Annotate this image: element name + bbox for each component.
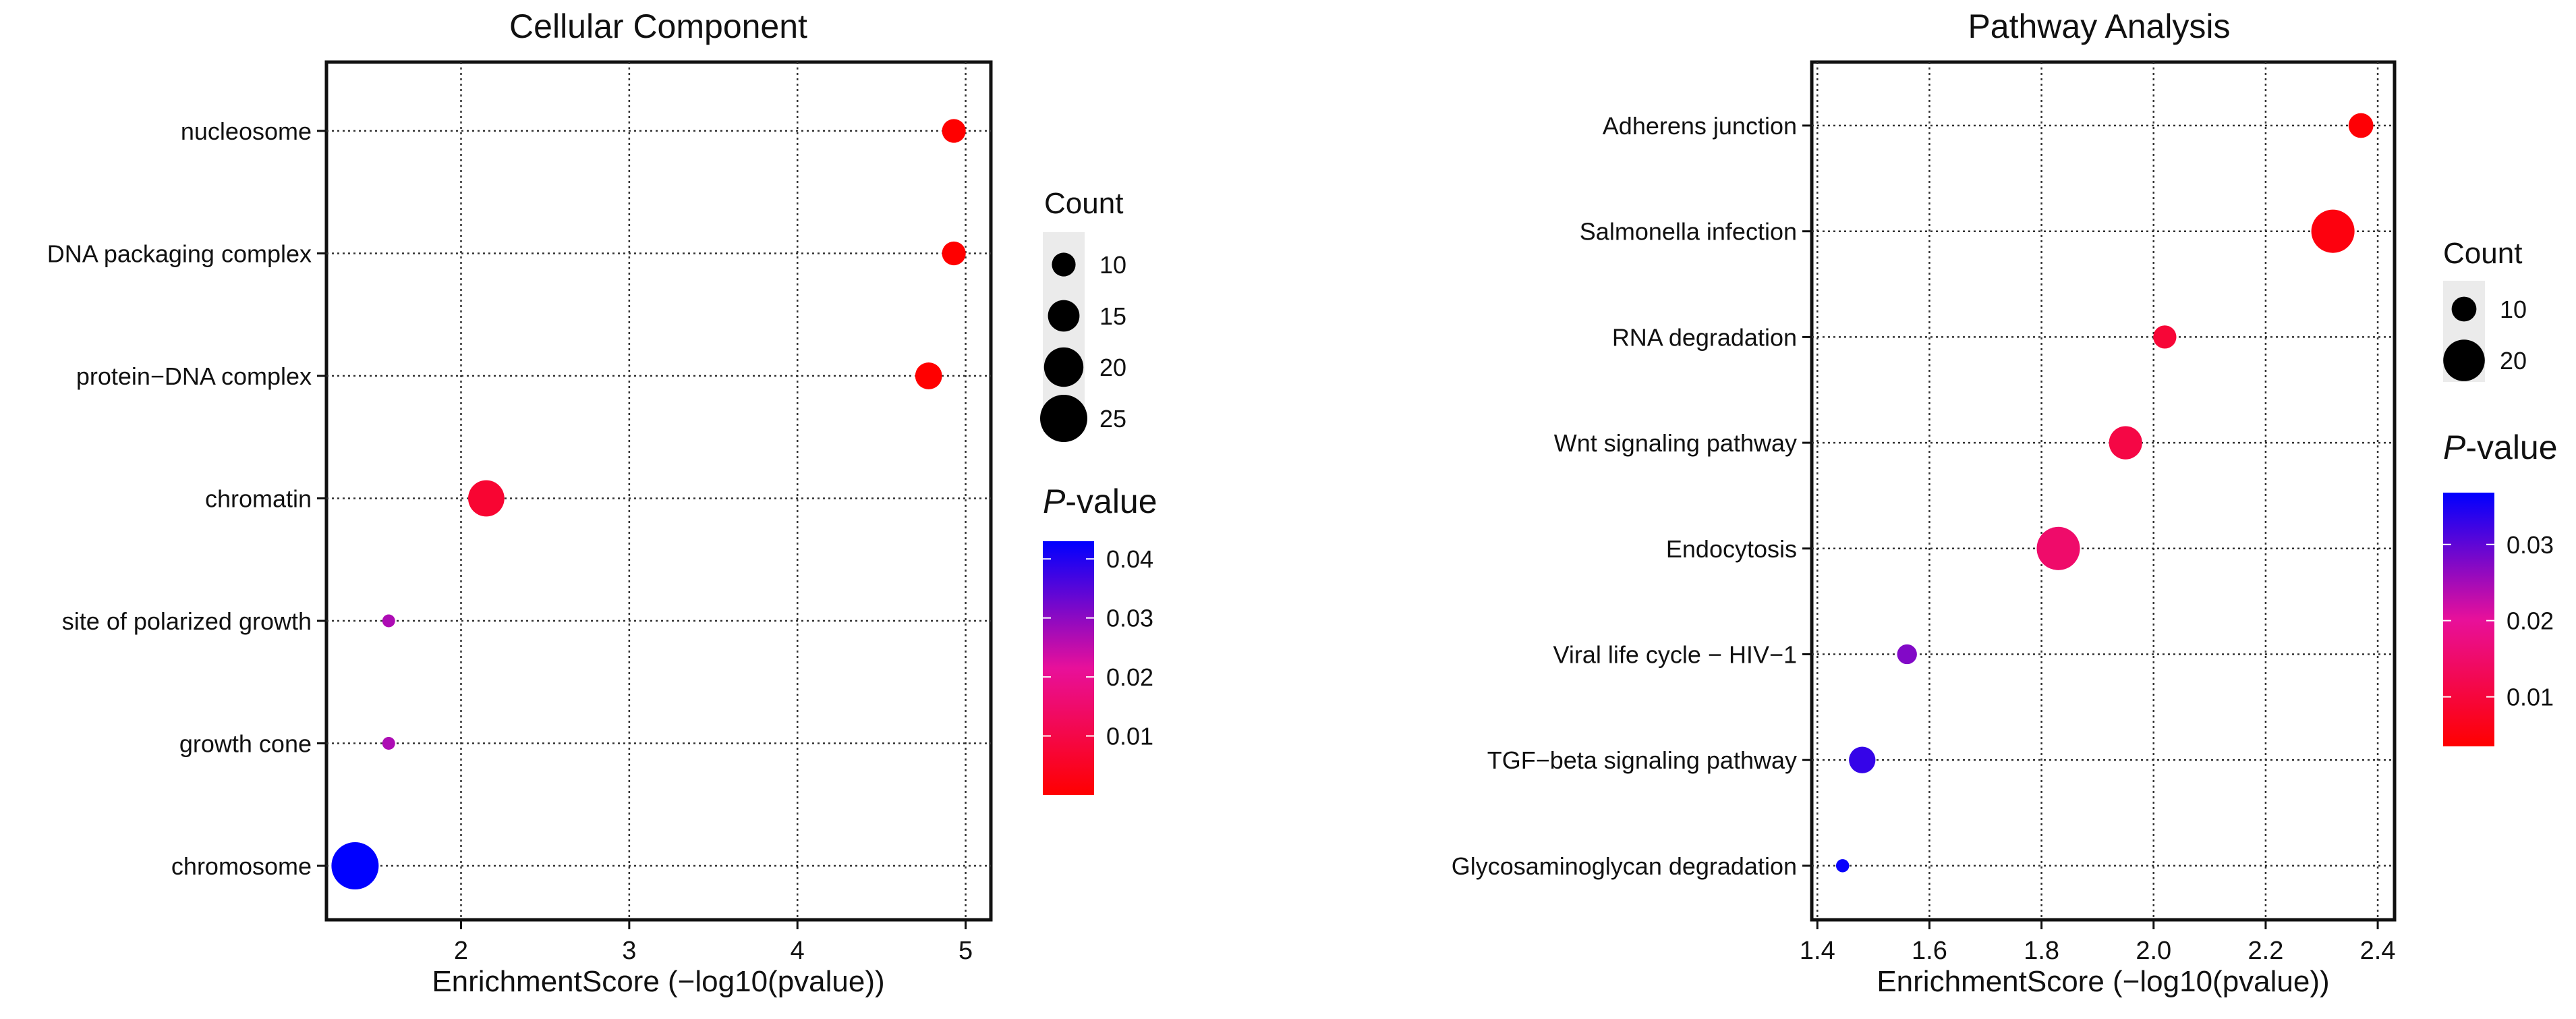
data-point — [2311, 209, 2355, 253]
y-tick-label: Endocytosis — [1666, 535, 1797, 563]
size-legend-label: 15 — [1099, 302, 1126, 330]
plot-area — [324, 60, 993, 922]
data-point — [915, 362, 942, 389]
x-tick-label: 1.6 — [1912, 937, 1947, 965]
pvalue-legend: P-value 0.01 0.02 0.03 — [2443, 429, 2558, 746]
y-tick-label: site of polarized growth — [62, 607, 312, 635]
y-tick-label: chromosome — [171, 852, 312, 880]
y-tick-label: chromatin — [205, 485, 312, 513]
colorbar-tick-label: 0.04 — [1106, 545, 1153, 573]
size-legend-key — [2443, 339, 2485, 381]
colorbar-tick-label: 0.03 — [2507, 531, 2554, 559]
x-tick-label: 5 — [958, 937, 973, 965]
chart-title: Pathway Analysis — [1968, 7, 2230, 45]
y-tick-label: Glycosaminoglycan degradation — [1452, 852, 1797, 880]
y-tick-label: Wnt signaling pathway — [1554, 429, 1797, 457]
size-legend: Count 10 20 — [2443, 237, 2527, 382]
size-legend-key — [1040, 395, 1087, 442]
y-axis-ticks: Adherens junction Salmonella infection RNA… — [1452, 112, 1812, 880]
data-point — [468, 480, 505, 517]
x-axis-ticks: 2 3 4 5 — [454, 920, 973, 965]
y-axis-ticks: nucleosome DNA packaging complex protein−D… — [47, 117, 326, 880]
chart-title: Cellular Component — [509, 7, 807, 45]
data-point — [382, 737, 395, 750]
plot-area — [1810, 60, 2397, 922]
data-point — [2109, 426, 2142, 460]
y-tick-label: Salmonella infection — [1580, 218, 1797, 246]
x-tick-label: 3 — [622, 937, 636, 965]
y-tick-label: Adherens junction — [1603, 112, 1797, 140]
data-point — [331, 842, 379, 889]
pvalue-legend-title-rest: -value — [2465, 429, 2557, 466]
data-point — [942, 119, 966, 143]
pvalue-colorbar — [2443, 493, 2494, 746]
pvalue-legend: P-value 0.01 0.02 0.03 0.04 — [1043, 483, 1157, 795]
y-tick-label: TGF−beta signaling pathway — [1487, 746, 1797, 774]
data-point — [2036, 526, 2080, 570]
x-axis-label: EnrichmentScore (−log10(pvalue)) — [1877, 965, 2329, 998]
pvalue-colorbar — [1043, 541, 1094, 795]
pvalue-legend-title: P-value — [2443, 429, 2558, 466]
y-tick-label: Viral life cycle − HIV−1 — [1553, 641, 1798, 669]
x-tick-label: 4 — [791, 937, 805, 965]
data-points — [1835, 113, 2374, 873]
size-legend: Count 10 15 20 25 — [1040, 187, 1126, 442]
x-tick-label: 2.2 — [2248, 937, 2284, 965]
panel-cellular-component: Cellular Component nucleosome DNA packagi… — [47, 7, 1157, 998]
data-point — [1849, 746, 1876, 773]
data-point — [942, 241, 966, 266]
pvalue-legend-title: P-value — [1043, 483, 1157, 520]
x-axis-label: EnrichmentScore (−log10(pvalue)) — [432, 965, 884, 998]
data-point — [2348, 113, 2374, 138]
size-legend-label: 25 — [1099, 405, 1126, 433]
size-legend-title: Count — [2443, 237, 2522, 270]
size-legend-label: 10 — [2500, 296, 2527, 323]
size-legend-label: 20 — [1099, 354, 1126, 381]
x-axis-ticks: 1.4 1.6 1.8 2.0 2.2 2.4 — [1800, 920, 2396, 965]
x-tick-label: 2 — [454, 937, 468, 965]
size-legend-key — [2451, 296, 2477, 322]
colorbar-tick-label: 0.02 — [1106, 663, 1153, 691]
x-tick-label: 2.0 — [2136, 937, 2171, 965]
colorbar-tick-label: 0.02 — [2507, 607, 2554, 635]
size-legend-title: Count — [1044, 187, 1123, 220]
colorbar-tick-label: 0.01 — [1106, 723, 1153, 750]
size-legend-key — [1048, 300, 1080, 332]
panel-pathway-analysis: Pathway Analysis Adherens junction Salmon… — [1452, 7, 2558, 998]
pvalue-legend-title-italic: P — [2443, 429, 2466, 466]
data-point — [2153, 325, 2177, 349]
x-tick-label: 2.4 — [2360, 937, 2396, 965]
size-legend-key — [1052, 252, 1076, 277]
size-legend-label: 10 — [1099, 251, 1126, 279]
pvalue-legend-title-italic: P — [1043, 483, 1066, 520]
x-tick-label: 1.4 — [1800, 937, 1835, 965]
y-tick-label: protein−DNA complex — [76, 362, 312, 390]
y-tick-label: nucleosome — [181, 117, 312, 145]
data-points — [331, 119, 966, 889]
y-tick-label: growth cone — [179, 730, 312, 758]
data-point — [1897, 644, 1917, 665]
pvalue-legend-title-rest: -value — [1065, 483, 1157, 520]
y-tick-label: DNA packaging complex — [47, 240, 312, 268]
colorbar-tick-label: 0.01 — [2507, 684, 2554, 711]
size-legend-key — [1043, 347, 1084, 387]
data-point — [1835, 859, 1850, 873]
colorbar-tick-label: 0.03 — [1106, 605, 1153, 632]
size-legend-label: 20 — [2500, 347, 2527, 375]
data-point — [382, 614, 395, 628]
x-tick-label: 1.8 — [2024, 937, 2059, 965]
y-tick-label: RNA degradation — [1612, 323, 1797, 351]
